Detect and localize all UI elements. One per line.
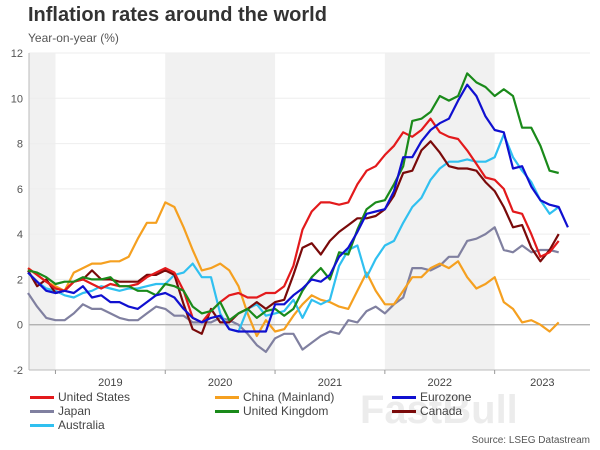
- legend-swatch: [30, 395, 54, 399]
- y-tick-label: 10: [11, 93, 23, 105]
- legend-label: United Kingdom: [243, 404, 329, 418]
- y-tick-label: 0: [17, 320, 23, 332]
- legend-swatch: [215, 395, 239, 399]
- chart-subtitle: Year-on-year (%): [28, 31, 119, 45]
- series-line-china-mainland: [27, 201, 560, 338]
- legend-item: Canada: [392, 404, 462, 418]
- legend-label: United States: [58, 390, 131, 404]
- legend-label: Australia: [58, 418, 105, 432]
- legend-item: Australia: [30, 418, 105, 432]
- series-line-australia: [27, 133, 560, 333]
- series-line-japan: [27, 226, 559, 353]
- legend-swatch: [30, 409, 54, 413]
- y-tick-label: 12: [11, 48, 23, 60]
- legend-item: China (Mainland): [215, 390, 334, 404]
- source-note: Source: LSEG Datastream: [471, 435, 590, 446]
- x-tick-label: 2019: [98, 377, 122, 389]
- y-tick-label: 4: [17, 229, 23, 241]
- legend-label: Canada: [420, 404, 463, 418]
- legend-swatch: [392, 409, 416, 413]
- x-tick-label: 2023: [530, 377, 554, 389]
- legend-swatch: [392, 395, 416, 399]
- legend-label: Japan: [58, 404, 91, 418]
- legend-swatch: [30, 423, 54, 427]
- y-tick-label: 6: [17, 184, 23, 196]
- series-line-united-kingdom: [27, 72, 559, 322]
- legend-swatch: [215, 409, 239, 413]
- watermark: FastBull: [360, 388, 518, 432]
- chart-title: Inflation rates around the world: [28, 4, 327, 26]
- legend-label: Eurozone: [420, 390, 472, 404]
- legend-item: Japan: [30, 404, 91, 418]
- legend-item: United States: [30, 390, 130, 404]
- x-tick-label: 2021: [318, 377, 342, 389]
- x-tick-label: 2020: [208, 377, 232, 389]
- legend-item: United Kingdom: [215, 404, 328, 418]
- series-line-eurozone: [27, 83, 569, 333]
- x-tick-label: 2022: [428, 377, 452, 389]
- shaded-band-2018: [29, 53, 56, 370]
- legend-item: Eurozone: [392, 390, 471, 404]
- series-line-canada: [27, 140, 560, 335]
- series-line-united-states: [27, 117, 560, 324]
- shaded-band-2022: [384, 53, 495, 370]
- y-tick-label: 8: [17, 139, 23, 151]
- y-tick-label: -2: [13, 365, 23, 377]
- y-tick-label: 2: [17, 274, 23, 286]
- legend-label: China (Mainland): [243, 390, 335, 404]
